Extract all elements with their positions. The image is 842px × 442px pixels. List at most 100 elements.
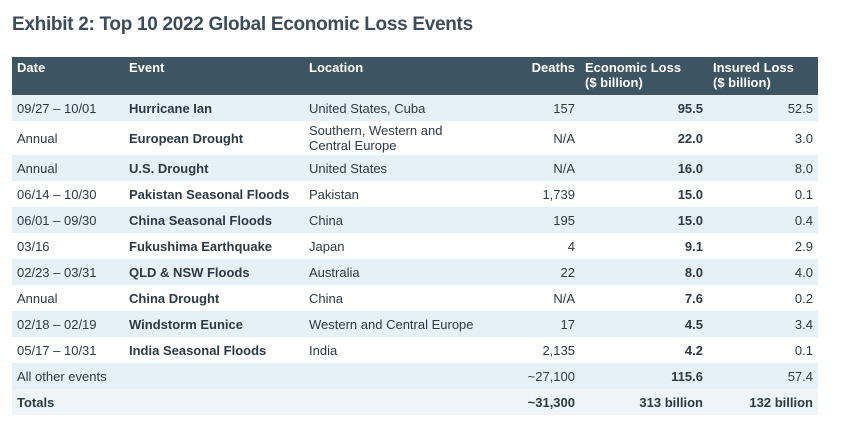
table-cell: Fukushima Earthquake xyxy=(129,238,273,254)
table-cell: Annual xyxy=(17,290,58,306)
table-cell: 4.2 xyxy=(684,342,703,358)
table-cell: Pakistan xyxy=(309,186,359,202)
totals-row: Totals ~31,300 313 billion 132 billion xyxy=(12,389,818,415)
header-line: ($ billion) xyxy=(713,75,771,90)
table-cell: China xyxy=(309,290,343,306)
header-line: ($ billion) xyxy=(585,75,643,90)
table-cell: 8.0 xyxy=(580,259,708,285)
loss-table: Date Event Location Deaths Economic Loss ($ b… xyxy=(12,57,818,415)
table-cell: 4.0 xyxy=(708,259,818,285)
table-cell: 8.0 xyxy=(708,155,818,181)
table-cell: 3.0 xyxy=(794,130,813,146)
table-cell: U.S. Drought xyxy=(124,155,304,181)
table-cell: 2.9 xyxy=(794,238,813,254)
table-cell: 52.5 xyxy=(708,95,818,121)
table-cell: 09/27 – 10/01 xyxy=(12,95,124,121)
table-cell: Hurricane Ian xyxy=(124,95,304,121)
table-cell: 0.2 xyxy=(794,290,813,306)
table-cell: 05/17 – 10/31 xyxy=(17,342,97,358)
table-cell: European Drought xyxy=(129,130,244,146)
table-row: 05/17 – 10/31 India Seasonal Floods India 2… xyxy=(12,337,818,363)
table-cell: All other events xyxy=(12,363,490,389)
table-cell: 57.4 xyxy=(708,363,818,389)
table-cell: 06/01 – 09/30 xyxy=(12,207,124,233)
table-cell: 06/14 – 10/30 xyxy=(17,186,97,202)
header-row: Date Event Location Deaths Economic Loss ($ b… xyxy=(12,57,818,95)
other-row: All other events ~27,100 115.6 57.4 xyxy=(12,363,818,389)
table-row: 09/27 – 10/01 Hurricane Ian United States,… xyxy=(12,95,818,121)
table-cell: China Drought xyxy=(129,290,220,306)
header-line: Deaths xyxy=(531,60,575,75)
table-cell: 0.1 xyxy=(794,342,813,358)
table-cell: China Seasonal Floods xyxy=(124,207,304,233)
table-row: Annual European Drought Southern, Western … xyxy=(12,121,818,155)
header-line: Economic Loss xyxy=(585,60,682,75)
table-cell: 17 xyxy=(490,311,580,337)
table-cell: China xyxy=(304,207,490,233)
table-cell: United States, Cuba xyxy=(304,95,490,121)
table-row: 06/14 – 10/30 Pakistan Seasonal Floods Pak… xyxy=(12,181,818,207)
table-cell: 1,739 xyxy=(542,186,575,202)
column-header: Economic Loss ($ billion) xyxy=(580,57,708,95)
header-line: Location xyxy=(309,60,364,75)
header-line: Insured Loss xyxy=(713,60,794,75)
column-header: Deaths xyxy=(490,57,580,95)
table-cell: 2,135 xyxy=(542,342,575,358)
table-cell: 4.5 xyxy=(580,311,708,337)
table-row: 03/16 Fukushima Earthquake Japan 4 9.1 2.9 xyxy=(12,233,818,259)
table-cell: Annual xyxy=(12,155,124,181)
table-cell: 115.6 xyxy=(580,363,708,389)
table-cell: 16.0 xyxy=(580,155,708,181)
table-row: Annual U.S. Drought United States N/A 16.0 8.… xyxy=(12,155,818,181)
table-row: 06/01 – 09/30 China Seasonal Floods China 1… xyxy=(12,207,818,233)
table-header: Date Event Location Deaths Economic Loss ($ b… xyxy=(12,57,818,95)
table-cell: Southern, Western and Central Europe xyxy=(309,123,443,153)
table-cell: 195 xyxy=(490,207,580,233)
table-cell: 0.1 xyxy=(794,186,813,202)
header-line: Event xyxy=(129,60,165,75)
table-cell: 313 billion xyxy=(580,389,708,415)
table-row: 02/23 – 03/31 QLD & NSW Floods Australia 22… xyxy=(12,259,818,285)
table-cell: 02/23 – 03/31 xyxy=(12,259,124,285)
table-cell: 15.0 xyxy=(580,207,708,233)
table-cell: 132 billion xyxy=(708,389,818,415)
table-cell: N/A xyxy=(553,290,575,306)
column-header: Event xyxy=(124,57,304,95)
table-cell: India Seasonal Floods xyxy=(129,342,267,358)
table-cell: 3.4 xyxy=(708,311,818,337)
column-header: Date xyxy=(12,57,124,95)
title: Exhibit 2: Top 10 2022 Global Economic L… xyxy=(12,14,473,35)
table-cell: United States xyxy=(304,155,490,181)
table-cell: 157 xyxy=(490,95,580,121)
table-cell: 4 xyxy=(567,238,575,254)
table-cell: 7.6 xyxy=(684,290,703,306)
table-body: 09/27 – 10/01 Hurricane Ian United States,… xyxy=(12,95,818,415)
table-cell: India xyxy=(309,342,338,358)
table-cell: N/A xyxy=(490,155,580,181)
table-cell: 22.0 xyxy=(677,130,703,146)
table-cell: Windstorm Eunice xyxy=(124,311,304,337)
table-cell: ~31,300 xyxy=(490,389,580,415)
table-row: Annual China Drought China N/A 7.6 0.2 xyxy=(12,285,818,311)
table-cell: QLD & NSW Floods xyxy=(124,259,304,285)
table-cell: 22 xyxy=(490,259,580,285)
table-cell: 03/16 xyxy=(17,238,50,254)
table-cell: Japan xyxy=(309,238,345,254)
table-cell: 0.4 xyxy=(708,207,818,233)
table-cell: ~27,100 xyxy=(490,363,580,389)
table-row: 02/18 – 02/19 Windstorm Eunice Western and… xyxy=(12,311,818,337)
header-line: Date xyxy=(17,60,46,75)
table-cell: 15.0 xyxy=(677,186,703,202)
column-header: Insured Loss ($ billion) xyxy=(708,57,818,95)
table-cell: Pakistan Seasonal Floods xyxy=(129,186,290,202)
table-cell: Annual xyxy=(17,130,58,146)
column-header: Location xyxy=(304,57,490,95)
table-cell: 9.1 xyxy=(684,238,703,254)
table-cell: Western and Central Europe xyxy=(304,311,490,337)
table-cell: 02/18 – 02/19 xyxy=(12,311,124,337)
table-cell: N/A xyxy=(553,130,575,146)
table-cell: Australia xyxy=(304,259,490,285)
table-cell: 95.5 xyxy=(580,95,708,121)
table-cell: Totals xyxy=(12,389,490,415)
